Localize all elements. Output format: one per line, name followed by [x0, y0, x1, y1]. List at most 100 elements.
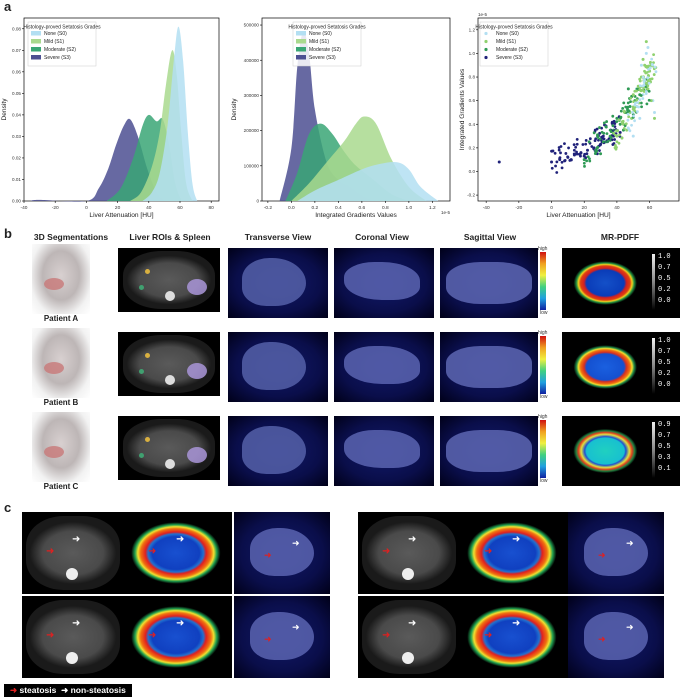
- scatter-point: [551, 149, 555, 153]
- scatter-point: [605, 120, 609, 123]
- scatter-point: [572, 152, 576, 156]
- spleen-roi: [187, 363, 207, 379]
- x-tick-label: 0: [85, 205, 88, 211]
- scatter-point: [557, 148, 561, 152]
- scatter-point: [596, 145, 600, 149]
- scatter-point: [599, 152, 603, 156]
- y-tick-label: 0.05: [12, 91, 21, 96]
- scatter-point: [602, 121, 606, 125]
- legend-swatch: [31, 55, 41, 60]
- scatter-point: [640, 105, 643, 109]
- scatter-point: [641, 57, 645, 61]
- legend-swatch: [484, 39, 488, 44]
- legend-label: None (S0): [309, 31, 332, 37]
- scatter-point: [624, 105, 628, 109]
- x-tick-label: 40: [146, 205, 152, 211]
- transverse-view-saliency: [228, 332, 328, 402]
- scatter-point: [628, 105, 632, 109]
- scatter-point: [635, 98, 639, 102]
- scatter-point: [613, 122, 617, 125]
- scatter-point: [604, 125, 608, 129]
- white-arrow-icon: ➜: [626, 538, 634, 548]
- scatter-point: [611, 143, 615, 146]
- scatter-point: [646, 87, 649, 91]
- red-arrow-icon: ➜: [10, 685, 18, 695]
- pdff-tick-label: 1.0: [658, 337, 671, 345]
- x-tick-label: 0.4: [335, 205, 342, 211]
- colorbar-low-label: low: [540, 394, 548, 400]
- pdff-tick-label: 0.3: [658, 454, 671, 462]
- scatter-point: [618, 122, 622, 126]
- x-tick-label: 60: [177, 205, 183, 211]
- x-tick-label: 0.6: [359, 205, 366, 211]
- saliency-colorbar: [540, 336, 546, 394]
- white-arrow-icon: ➜: [176, 618, 185, 629]
- liver-roi-ct-slice: [118, 332, 220, 396]
- scatter-point: [594, 150, 598, 154]
- scatter-point: [590, 145, 594, 148]
- legend-swatch: [484, 47, 488, 52]
- sagittal-view-saliency: [440, 248, 538, 318]
- header-liver-rois: Liver ROIs & Spleen: [129, 232, 211, 242]
- y-tick-label: 0.08: [12, 26, 21, 31]
- spine: [165, 375, 175, 385]
- pdff-tick-label: 0.1: [658, 465, 671, 473]
- pdff-tick-label: 0.5: [658, 359, 671, 367]
- saliency-liver-view: ➜ ➜: [234, 596, 330, 678]
- scatter-point: [605, 132, 609, 135]
- red-arrow-icon: ➜: [484, 630, 493, 641]
- legend-swatch: [31, 39, 41, 44]
- pdff-tick-label: 0.0: [658, 297, 671, 305]
- legend-label: Severe (S3): [496, 55, 523, 61]
- scatter-point: [620, 136, 624, 140]
- legend-label: None (S0): [496, 31, 519, 37]
- x-axis-label: Integrated Gradients Values: [315, 212, 397, 219]
- scatter-point: [639, 101, 643, 105]
- scatter-point: [617, 118, 621, 122]
- legend-swatch: [31, 47, 41, 52]
- patient-label: Patient C: [43, 482, 79, 491]
- red-arrow-icon: ➜: [382, 546, 391, 557]
- 3d-segmentation-render: [32, 412, 90, 482]
- scatter-point: [647, 98, 651, 102]
- y-tick-label: 0.02: [12, 156, 21, 161]
- scatter-point: [633, 103, 637, 107]
- liver-segmentation-highlight: [44, 278, 64, 290]
- scatter-point: [585, 148, 589, 152]
- scatter-point: [617, 141, 621, 145]
- spine: [66, 568, 78, 580]
- scatter-point: [598, 126, 601, 129]
- scatter-point: [612, 131, 616, 135]
- legend-swatch: [296, 39, 306, 44]
- liver-roi-marker: [145, 437, 150, 442]
- y-tick-label: 0.03: [12, 134, 21, 139]
- y-tick-label: 200000: [244, 128, 260, 133]
- scatter-point: [631, 107, 635, 111]
- ct-slice: ➜ ➜: [358, 596, 460, 678]
- x-tick-label: -40: [483, 205, 490, 211]
- scatter-point: [568, 159, 572, 162]
- 3d-segmentation-render: [32, 328, 90, 398]
- scatter-point: [567, 146, 570, 150]
- mr-pdff-map: ➜ ➜: [124, 512, 232, 594]
- y-tick-label: 1.0: [469, 51, 476, 56]
- x-tick-label: 0.8: [382, 205, 389, 211]
- density-area-series: [297, 162, 439, 201]
- scatter-point: [618, 133, 622, 137]
- scatter-point: [644, 81, 648, 85]
- 3d-segmentation-render: [32, 244, 90, 314]
- y-tick-label: 0.2: [469, 145, 476, 150]
- white-arrow-icon: ➜: [292, 622, 300, 632]
- density-area-series: [142, 26, 198, 201]
- scatter-point: [633, 105, 637, 109]
- scatter-point: [592, 131, 596, 135]
- patient-label: Patient B: [43, 398, 79, 407]
- scatter-point: [615, 120, 619, 124]
- liver-roi-ct-slice: [118, 416, 220, 480]
- white-arrow-icon: ➜: [292, 538, 300, 548]
- x-tick-label: 0: [550, 205, 553, 211]
- scatter-point: [614, 133, 617, 137]
- scatter-point: [639, 94, 643, 97]
- y-axis-label: Integrated Gradients Values: [459, 68, 466, 150]
- y-tick-label: 0.0: [469, 169, 476, 174]
